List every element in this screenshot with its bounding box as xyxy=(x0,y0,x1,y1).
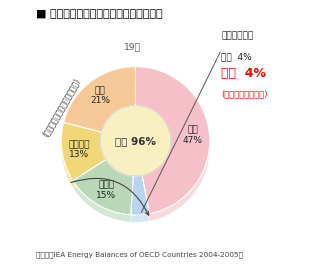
Wedge shape xyxy=(135,66,210,214)
Text: 出所：『IEA Energy Balances of OECD Countries 2004-2005』: 出所：『IEA Energy Balances of OECD Countrie… xyxy=(36,251,244,258)
Text: ■ 輸入に依存する日本の一次エネルギー: ■ 輸入に依存する日本の一次エネルギー xyxy=(36,9,163,19)
Text: 輸入 96%: 輸入 96% xyxy=(115,136,156,146)
Text: 国産  4%: 国産 4% xyxy=(221,66,266,80)
Wedge shape xyxy=(131,175,149,215)
Text: 天然ガス
13%: 天然ガス 13% xyxy=(68,140,89,160)
PathPatch shape xyxy=(61,141,210,160)
FancyArrowPatch shape xyxy=(71,178,149,215)
Circle shape xyxy=(100,106,171,176)
Wedge shape xyxy=(73,160,133,215)
Text: (原子力発電を除く): (原子力発電を除く) xyxy=(221,89,268,98)
Wedge shape xyxy=(135,74,210,221)
Wedge shape xyxy=(73,167,133,222)
Wedge shape xyxy=(64,74,135,139)
Text: 石油
47%: 石油 47% xyxy=(182,126,203,145)
Text: 原子力
15%: 原子力 15% xyxy=(96,180,116,200)
PathPatch shape xyxy=(100,141,171,155)
Text: 水力  4%: 水力 4% xyxy=(221,52,252,61)
Wedge shape xyxy=(61,122,106,181)
Text: 石炭
21%: 石炭 21% xyxy=(90,86,110,105)
Wedge shape xyxy=(61,130,106,188)
Wedge shape xyxy=(131,183,149,222)
Text: (原子力発電を国産に含む場合): (原子力発電を国産に含む場合) xyxy=(40,76,81,138)
Wedge shape xyxy=(64,66,135,132)
Text: 新エネルギー: 新エネルギー xyxy=(221,32,254,40)
Text: 19％: 19％ xyxy=(124,42,141,51)
